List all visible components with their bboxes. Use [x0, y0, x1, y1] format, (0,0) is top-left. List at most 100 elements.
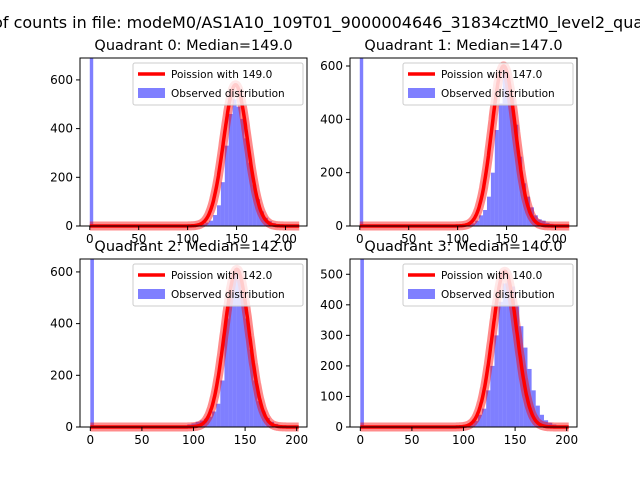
x-tick-label: 100: [446, 232, 469, 246]
x-tick-label: 150: [225, 232, 248, 246]
hist-bar: [205, 222, 210, 226]
hist-bar: [514, 124, 519, 226]
hist-bar: [548, 422, 553, 427]
legend-hist-swatch: [408, 88, 435, 98]
legend-hist-label: Observed distribution: [441, 88, 555, 100]
hist-bar: [256, 199, 261, 226]
legend-hist-label: Observed distribution: [171, 88, 285, 100]
y-tick-label: 200: [320, 359, 343, 373]
y-tick-label: 600: [50, 265, 73, 279]
legend-hist-label: Observed distribution: [441, 289, 555, 301]
y-tick-label: 400: [50, 122, 73, 136]
hist-bar: [201, 224, 206, 226]
hist-bar: [506, 76, 511, 227]
panel-0: 0 50 100 150 200 0 200 400 600 Quadrant 0: Median…: [50, 38, 308, 246]
hist-bar: [494, 335, 499, 427]
hist-bar: [515, 304, 520, 427]
x-tick-label: 100: [182, 433, 205, 447]
hist-bar: [224, 145, 229, 226]
hist-bar: [224, 318, 229, 427]
x-tick-label: 150: [504, 433, 527, 447]
x-tick-label: 150: [495, 232, 518, 246]
panel-3: 0 50 100 150 200 0 100 200 300 400 500 Quadrant 3: …: [320, 239, 578, 447]
y-tick-label: 200: [320, 166, 343, 180]
hist-bar: [479, 215, 484, 226]
x-tick-label: 50: [131, 232, 146, 246]
x-tick-label: 100: [176, 232, 199, 246]
y-tick-label: 0: [335, 219, 343, 233]
x-tick-label: 50: [134, 433, 149, 447]
hist-bar: [510, 98, 515, 226]
poisson-curve-halo: [85, 80, 304, 231]
hist-bar: [519, 326, 524, 427]
hist-bar: [473, 420, 478, 427]
y-tick-label: 0: [65, 420, 73, 434]
hist-bar: [216, 403, 221, 427]
y-tick-label: 0: [65, 219, 73, 233]
x-tick-label: 200: [555, 433, 578, 447]
hist-bar: [482, 408, 487, 427]
y-tick-label: 300: [320, 328, 343, 342]
hist-bar: [220, 380, 225, 427]
hist-bar: [527, 368, 532, 427]
panel-1: 0 50 100 150 200 0 200 400 600 Quadrant 1: Median…: [320, 38, 578, 246]
hist-bar-zero: [89, 58, 94, 226]
x-tick-label: 100: [452, 433, 475, 447]
hist-bar: [212, 411, 217, 427]
x-tick-label: 0: [86, 433, 94, 447]
hist-bar: [498, 103, 503, 226]
hist-bar: [232, 271, 237, 427]
legend-hist-swatch: [138, 88, 165, 98]
y-tick-label: 400: [320, 298, 343, 312]
x-tick-label: 200: [274, 232, 297, 246]
y-tick-label: 600: [320, 59, 343, 73]
hist-bar: [209, 220, 214, 226]
hist-bar: [245, 318, 250, 427]
chart-title: Quadrant 3: Median=140.0: [364, 239, 562, 255]
poisson-curve: [88, 83, 301, 228]
legend-curve-label: Poission with 142.0: [171, 270, 272, 282]
hist-bar: [490, 365, 495, 427]
hist-bar: [539, 414, 544, 427]
hist-bar: [475, 220, 480, 226]
legend-hist-label: Observed distribution: [171, 289, 285, 301]
hist-bar: [253, 380, 258, 427]
hist-bar: [483, 210, 487, 226]
hist-bar: [490, 172, 495, 226]
hist-bar: [510, 286, 516, 427]
hist-bar-zero: [360, 259, 364, 427]
hist-bar: [240, 118, 245, 226]
hist-bar: [240, 292, 246, 427]
hist-bar: [249, 349, 254, 427]
y-tick-label: 100: [320, 389, 343, 403]
hist-bar: [261, 411, 266, 427]
hist-bar: [522, 183, 527, 226]
x-tick-label: 50: [404, 433, 419, 447]
panel-2: 0 50 100 150 200 0 200 400 600 Quadrant 2: Median…: [50, 239, 308, 447]
hist-bar: [236, 279, 241, 427]
legend-curve-label: Poission with 149.0: [171, 69, 272, 81]
hist-bar: [220, 182, 225, 226]
hist-bar: [486, 390, 491, 427]
y-tick-label: 500: [320, 267, 343, 281]
chart-title: Quadrant 0: Median=149.0: [94, 38, 292, 54]
hist-bar: [252, 184, 257, 226]
hist-bar: [260, 211, 264, 226]
y-tick-label: 400: [50, 317, 73, 331]
hist-bar: [469, 423, 474, 427]
axes-frame: [79, 57, 308, 227]
hist-bar: [228, 290, 233, 427]
x-tick-label: 0: [356, 433, 364, 447]
legend-box: [402, 62, 574, 106]
hist-bar: [213, 215, 217, 226]
hist-bar: [498, 301, 503, 427]
hist-bar: [207, 416, 213, 427]
legend-box: [132, 62, 304, 106]
chart-title: Quadrant 2: Median=142.0: [94, 239, 292, 255]
legend-box: [402, 263, 574, 307]
legend-curve-label: Poission with 147.0: [441, 69, 542, 81]
hist-bar: [486, 196, 491, 226]
hist-bar: [518, 156, 523, 226]
hist-bar: [236, 106, 241, 226]
